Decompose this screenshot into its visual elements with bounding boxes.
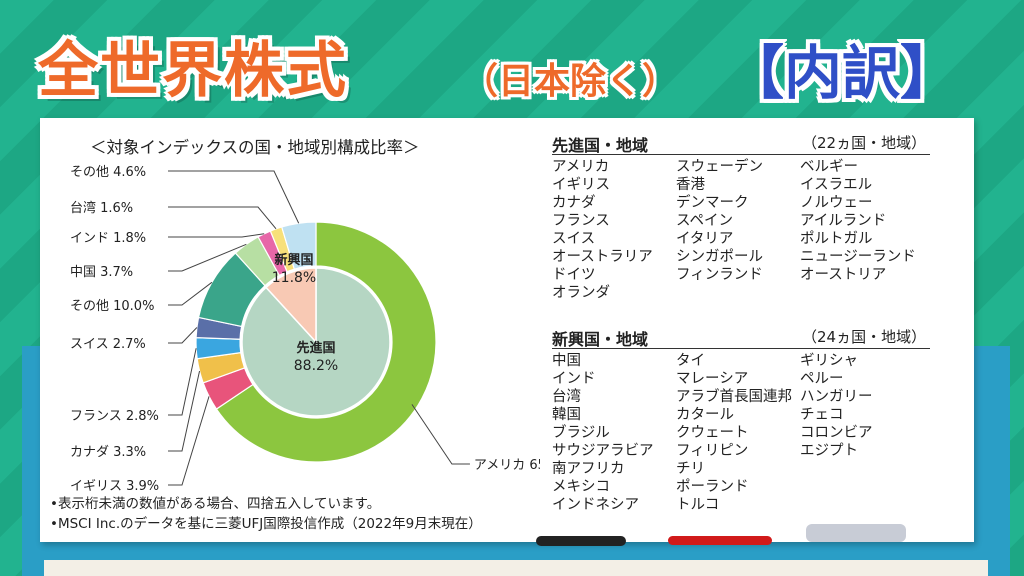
header: 全世界株式 （日本除く） 【内訳】	[0, 0, 1024, 118]
developed-value: 88.2%	[294, 358, 338, 374]
leader-line	[168, 370, 201, 452]
page-title: 全世界株式	[38, 36, 348, 106]
chalk-red-decoration	[668, 536, 772, 545]
note-source: •MSCI Inc.のデータを基に三菱UFJ国際投信作成（2022年9月末現在）	[50, 516, 482, 532]
country-item: デンマーク	[676, 195, 749, 211]
country-item: タイ	[676, 353, 705, 369]
leader-line	[168, 348, 197, 416]
emerging-list-3: ギリシャペルーハンガリーチェココロンビアエジプト	[800, 352, 873, 460]
developed-count: （22ヵ国・地域）	[802, 134, 927, 152]
country-item: マレーシア	[676, 371, 749, 387]
leader-line	[168, 281, 213, 306]
country-item: フランス	[552, 213, 610, 229]
country-item: フィンランド	[676, 267, 763, 283]
country-item: アイルランド	[800, 213, 887, 229]
developed-rule	[552, 154, 930, 155]
country-item: ブラジル	[552, 425, 610, 441]
country-item: コロンビア	[800, 425, 873, 441]
leader-line	[168, 396, 210, 486]
slice-label: 台湾 1.6%	[70, 200, 133, 216]
pie-slice-emerging	[264, 267, 317, 344]
country-item: ハンガリー	[800, 389, 873, 405]
country-item: チリ	[676, 461, 705, 477]
country-item: カナダ	[552, 195, 596, 211]
country-item: トルコ	[676, 497, 720, 513]
slice-label: 中国 3.7%	[70, 265, 133, 280]
slice-label: その他 4.6%	[70, 165, 146, 180]
country-item: オランダ	[552, 285, 610, 301]
slice-label: スイス 2.7%	[70, 337, 146, 352]
country-item: エジプト	[800, 443, 858, 459]
country-item: スイス	[552, 231, 596, 247]
chart-title: ＜対象インデックスの国・地域別構成比率＞	[90, 138, 420, 157]
leader-line	[168, 327, 198, 344]
country-item: オーストラリア	[552, 249, 653, 265]
country-item: イスラエル	[800, 177, 873, 193]
slice-label: カナダ 3.3%	[70, 445, 146, 460]
emerging-heading: 新興国・地域	[552, 330, 649, 349]
developed-list-3: ベルギーイスラエルノルウェーアイルランド ポルトガルニュージーランド オーストリア	[800, 158, 916, 284]
country-item: インドネシア	[552, 497, 639, 513]
country-item: フィリピン	[676, 443, 749, 459]
leader-line	[168, 243, 247, 272]
slice-label: アメリカ 65.5%	[474, 458, 540, 473]
developed-label: 先進国	[296, 340, 335, 356]
slice-label: その他 10.0%	[70, 299, 154, 314]
note-rounding: •表示桁未満の数値がある場合、四捨五入しています。	[50, 496, 381, 512]
country-item: インド	[552, 371, 596, 387]
emerging-list-2: タイマレーシアアラブ首長国連邦 カタールクウェートフィリピンチリポーランドトルコ	[676, 352, 792, 514]
country-item: 韓国	[552, 407, 581, 423]
country-item: ペルー	[800, 371, 844, 387]
pie-slice-outer	[281, 221, 317, 270]
leader-line	[168, 206, 277, 230]
country-item: 台湾	[552, 389, 581, 405]
country-item: メキシコ	[552, 479, 610, 495]
country-item: アメリカ	[552, 159, 610, 175]
country-item: チェコ	[800, 407, 844, 423]
country-item: アラブ首長国連邦	[676, 389, 792, 405]
developed-heading: 先進国・地域	[552, 136, 649, 155]
slice-label: インド 1.8%	[70, 231, 146, 246]
country-item: スウェーデン	[676, 159, 763, 175]
content-panel: ＜対象インデックスの国・地域別構成比率＞ 先進国 88.2% 新興国 11.8% アメリ…	[40, 118, 974, 542]
country-item: クウェート	[676, 425, 749, 441]
country-item: イタリア	[676, 231, 734, 247]
leader-line	[411, 404, 470, 465]
country-item: ポルトガル	[800, 231, 873, 247]
slice-label: イギリス 3.9%	[70, 479, 159, 494]
leader-line	[168, 170, 300, 224]
eraser-gray-decoration	[806, 524, 906, 542]
country-item: サウジアラビア	[552, 443, 654, 459]
country-item: オーストリア	[800, 267, 887, 283]
country-item: 南アフリカ	[552, 461, 625, 477]
country-item: イギリス	[552, 177, 610, 193]
page-subtitle: （日本除く）	[462, 61, 679, 102]
leader-line	[168, 233, 265, 238]
country-item: ベルギー	[800, 159, 858, 175]
developed-list-1: アメリカイギリスカナダフランススイスオーストラリア ドイツオランダ	[552, 158, 653, 302]
pie-slice-outer	[215, 221, 437, 463]
emerging-value: 11.8%	[272, 270, 316, 286]
country-item: ノルウェー	[800, 195, 873, 211]
pie-chart: 先進国 88.2% 新興国 11.8% アメリカ 65.5% イギリス 3.9% カナダ 3…	[70, 165, 540, 494]
country-item: カタール	[676, 407, 734, 423]
country-item: ニュージーランド	[800, 249, 916, 265]
country-item: 香港	[676, 177, 705, 193]
country-item: 中国	[552, 353, 581, 369]
country-item: シンガポール	[676, 249, 763, 265]
slice-label: フランス 2.8%	[70, 409, 159, 424]
emerging-label: 新興国	[274, 252, 313, 268]
eraser-decoration	[536, 536, 626, 546]
emerging-list-1: 中国インド台湾韓国ブラジルサウジアラビア 南アフリカメキシコインドネシア	[552, 352, 654, 514]
country-item: ポーランド	[676, 479, 749, 495]
emerging-count: （24ヵ国・地域）	[802, 328, 927, 346]
breakdown-badge: 【内訳】	[726, 39, 959, 107]
country-item: スペイン	[676, 213, 733, 229]
emerging-rule	[552, 348, 930, 349]
country-item: ドイツ	[552, 267, 596, 283]
chalkboard-surface	[44, 560, 988, 576]
developed-list-2: スウェーデン 香港デンマークスペインイタリアシンガポール フィンランド	[676, 158, 763, 284]
country-item: ギリシャ	[800, 353, 858, 369]
